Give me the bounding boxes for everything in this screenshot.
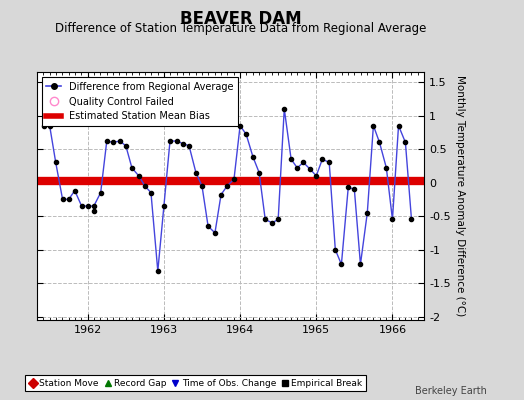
Text: Berkeley Earth: Berkeley Earth [416, 386, 487, 396]
Text: Difference of Station Temperature Data from Regional Average: Difference of Station Temperature Data f… [56, 22, 427, 35]
Y-axis label: Monthly Temperature Anomaly Difference (°C): Monthly Temperature Anomaly Difference (… [455, 75, 465, 317]
Text: BEAVER DAM: BEAVER DAM [180, 10, 302, 28]
Legend: Difference from Regional Average, Quality Control Failed, Estimated Station Mean: Difference from Regional Average, Qualit… [41, 77, 238, 126]
Legend: Station Move, Record Gap, Time of Obs. Change, Empirical Break: Station Move, Record Gap, Time of Obs. C… [26, 375, 366, 392]
